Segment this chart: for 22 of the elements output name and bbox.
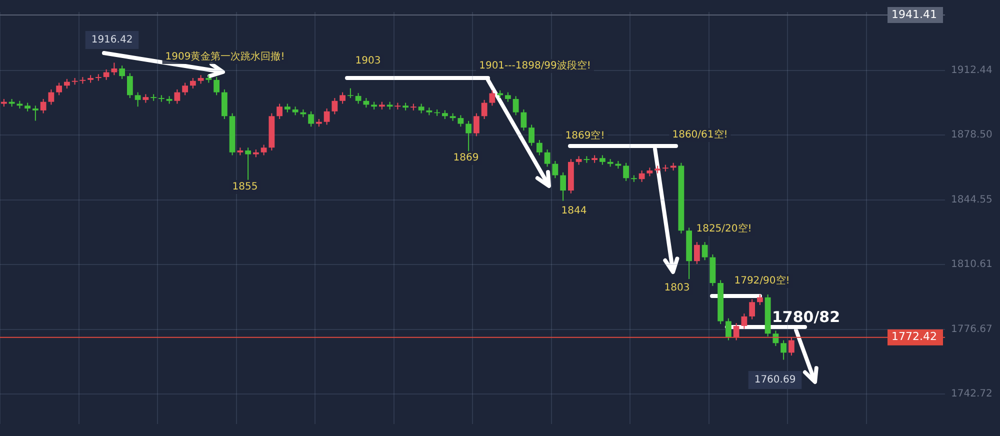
annotation: 1792/90空! [734, 274, 790, 287]
ref-line-label: 1941.41 [892, 8, 938, 21]
y-tick-label: 1912.44 [951, 64, 992, 76]
ref-line-label: 1772.42 [892, 330, 938, 344]
annotation: 1760.69 [754, 374, 796, 386]
annotation: 1825/20空! [696, 222, 752, 235]
y-tick-label: 1742.72 [951, 388, 992, 400]
annotation: 1803 [664, 282, 690, 294]
annotation: 1909黄金第一次跳水回撤! [165, 50, 285, 63]
annotation: 1869 [453, 152, 479, 164]
annotation: 1855 [232, 182, 258, 193]
y-tick-label: 1776.67 [951, 324, 992, 335]
y-tick-label: 1844.55 [951, 194, 992, 206]
annotation: 1916.42 [91, 34, 133, 46]
annotation: 1844 [561, 206, 587, 217]
annotation: 1869空! [565, 130, 605, 142]
y-tick-label: 1878.50 [951, 130, 992, 141]
annotation: 1901---1898/99波段空! [479, 60, 591, 72]
annotation: 1860/61空! [672, 128, 728, 141]
annotation: 1780/82 [772, 308, 840, 326]
annotation: 1903 [355, 56, 381, 67]
y-tick-label: 1810.61 [951, 259, 992, 270]
